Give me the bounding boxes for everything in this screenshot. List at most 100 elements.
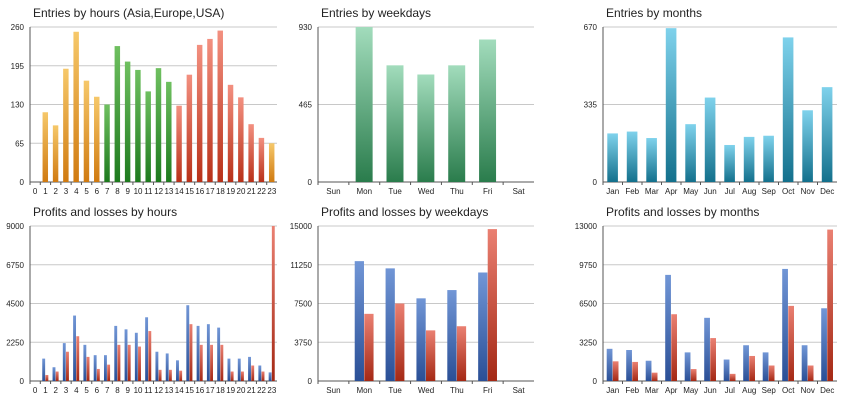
bar-entries-14	[176, 105, 182, 182]
bar-losses-9	[127, 344, 131, 381]
bar-entries-Sep	[763, 135, 774, 182]
bar-losses-Jan	[612, 361, 619, 381]
x-tick-label: Fri	[483, 386, 493, 395]
y-tick-label: 335	[584, 101, 598, 110]
y-tick-label: 9750	[579, 261, 597, 270]
x-tick-label: 6	[95, 187, 100, 196]
bar-losses-5	[86, 356, 90, 381]
x-tick-label: Aug	[742, 386, 756, 395]
bar-losses-Jun	[710, 338, 716, 381]
x-tick-label: 2	[54, 187, 59, 196]
x-tick-label: 11	[144, 187, 153, 196]
bar-entries-5	[83, 80, 90, 182]
y-tick-label: 6750	[6, 261, 24, 270]
bar-profits-5	[83, 344, 87, 381]
x-tick-label: Mar	[645, 386, 659, 395]
x-tick-label: Jan	[606, 386, 619, 395]
bar-losses-17	[210, 344, 213, 381]
x-tick-label: 3	[64, 386, 69, 395]
bar-losses-Jul	[729, 373, 736, 381]
bar-profits-Thu	[447, 290, 457, 381]
x-tick-label: 14	[175, 386, 184, 395]
bar-profits-21	[248, 356, 251, 381]
x-tick-label: 1	[43, 386, 48, 395]
x-tick-label: 16	[195, 386, 204, 395]
bar-profits-13	[165, 353, 169, 381]
x-tick-label: Mon	[357, 187, 373, 196]
bar-profits-17	[206, 324, 210, 381]
bar-losses-Dec	[827, 229, 833, 381]
y-tick-label: 0	[593, 178, 598, 187]
x-tick-label: 17	[206, 386, 215, 395]
bar-entries-7	[104, 104, 110, 182]
bar-profits-19	[227, 358, 231, 381]
x-tick-label: Jun	[704, 187, 717, 196]
bar-entries-15	[186, 74, 193, 182]
x-tick-label: Jun	[704, 386, 717, 395]
x-tick-label: Sat	[513, 187, 526, 196]
bar-entries-11	[145, 91, 151, 182]
chart-pl-months: Profits and losses by months 0 3250 6500 975…	[575, 205, 837, 395]
x-tick-label: 4	[74, 187, 79, 196]
bar-losses-Sep	[768, 365, 775, 381]
bar-losses-Mar	[651, 372, 658, 381]
x-tick-label: 17	[206, 187, 215, 196]
bar-losses-Nov	[807, 365, 814, 381]
bar-entries-22	[258, 137, 265, 182]
bar-profits-Sep	[762, 352, 769, 381]
bar-profits-23	[268, 372, 272, 381]
bar-entries-4	[73, 31, 79, 183]
bar-losses-14	[179, 370, 183, 381]
bar-entries-8	[114, 46, 121, 183]
x-tick-label: Tue	[388, 386, 402, 395]
y-tick-label: 2250	[6, 338, 24, 347]
x-tick-label: 6	[95, 386, 100, 395]
bar-entries-Dec	[821, 87, 833, 182]
chart-pl-weekdays: Profits and losses by weekdays 0 3750 7500 1…	[290, 205, 534, 395]
x-tick-label: 23	[267, 386, 276, 395]
bar-profits-15	[186, 305, 190, 381]
y-tick-label: 13000	[575, 222, 598, 231]
x-tick-label: Sep	[762, 386, 777, 395]
bar-losses-8	[117, 344, 121, 381]
y-tick-label: 9000	[6, 222, 24, 231]
bar-profits-20	[237, 358, 241, 381]
x-tick-label: 18	[216, 187, 225, 196]
bar-entries-Fri	[479, 39, 497, 182]
bar-losses-10	[138, 346, 141, 381]
bar-profits-Wed	[416, 298, 426, 381]
x-tick-label: Thu	[450, 187, 464, 196]
y-tick-label: 195	[11, 62, 25, 71]
x-tick-label: Feb	[625, 187, 639, 196]
x-tick-label: 13	[164, 187, 173, 196]
bar-losses-Apr	[671, 314, 677, 381]
bar-profits-1	[42, 358, 46, 381]
bar-losses-2	[55, 371, 59, 381]
bar-entries-Mon	[355, 27, 373, 182]
x-tick-label: Apr	[665, 187, 678, 196]
x-tick-label: 0	[33, 187, 38, 196]
bar-profits-Feb	[626, 350, 632, 381]
x-tick-label: Tue	[388, 187, 402, 196]
bar-losses-15	[189, 324, 193, 381]
x-tick-label: 10	[134, 187, 143, 196]
y-tick-label: 11250	[290, 261, 312, 270]
bar-entries-Wed	[417, 74, 435, 182]
chart-title: Profits and losses by months	[606, 205, 759, 219]
y-tick-label: 465	[299, 101, 313, 110]
x-tick-label: 15	[185, 386, 194, 395]
x-tick-label: 18	[216, 386, 225, 395]
x-tick-label: Sep	[762, 187, 777, 196]
x-tick-label: 21	[247, 187, 256, 196]
x-tick-label: 21	[247, 386, 256, 395]
x-tick-label: 5	[84, 386, 89, 395]
bar-entries-Mar	[646, 138, 657, 182]
x-tick-label: Nov	[801, 386, 815, 395]
bar-entries-Thu	[448, 65, 466, 182]
x-tick-label: 10	[134, 386, 143, 395]
y-tick-label: 0	[308, 377, 313, 386]
x-tick-label: 12	[154, 187, 163, 196]
bar-losses-Aug	[749, 355, 755, 381]
x-tick-label: Mon	[357, 386, 373, 395]
